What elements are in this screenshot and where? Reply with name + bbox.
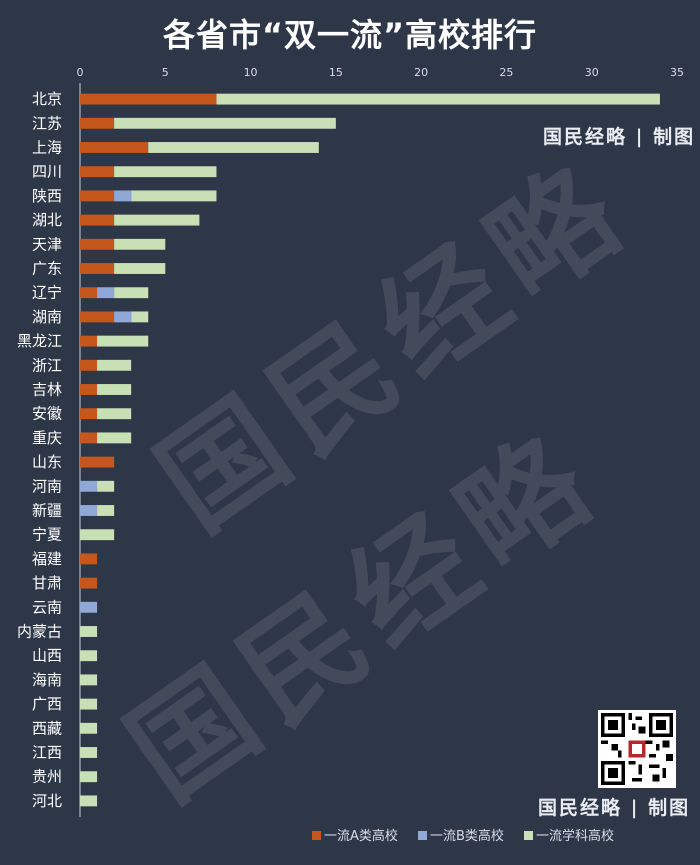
credit-label: 国民经略 | 制图 [543, 126, 696, 148]
category-label: 湖南 [32, 308, 62, 326]
bar-segment-a [80, 287, 98, 299]
category-label: 河北 [32, 792, 62, 810]
category-label: 贵州 [32, 768, 62, 786]
bar-segment-subject [216, 93, 660, 105]
legend-swatch [524, 831, 533, 840]
bar-segment-b [114, 190, 132, 202]
category-label: 浙江 [32, 356, 62, 374]
bar-segment-subject [97, 432, 132, 444]
category-label: 海南 [32, 671, 62, 689]
category-label: 新疆 [32, 502, 62, 520]
category-label: 四川 [32, 163, 62, 181]
bar-segment-subject [131, 311, 149, 323]
bar-segment-subject [80, 795, 98, 807]
qr-code-icon [598, 710, 676, 788]
bar-segment-subject [97, 480, 115, 492]
bar-segment-a [80, 311, 115, 323]
x-tick-label: 5 [162, 66, 169, 79]
category-label: 江西 [32, 744, 62, 762]
category-label: 安徽 [32, 405, 62, 423]
bar-segment-subject [114, 214, 200, 226]
category-label: 山西 [32, 647, 62, 665]
legend-swatch [312, 831, 321, 840]
bar-segment-b [80, 480, 98, 492]
x-tick-label: 30 [585, 66, 599, 79]
category-label: 广西 [32, 695, 62, 713]
legend-label: 一流学科高校 [536, 828, 614, 844]
x-tick-label: 15 [329, 66, 343, 79]
category-label: 江苏 [32, 114, 62, 132]
category-label: 天津 [32, 235, 62, 253]
category-label: 福建 [32, 550, 62, 568]
category-label: 广东 [32, 260, 62, 278]
category-label: 上海 [32, 139, 62, 157]
bar-segment-subject [114, 263, 166, 274]
bar-segment-b [97, 287, 115, 299]
bar-segment-a [80, 214, 115, 226]
bar-segment-subject [80, 722, 98, 734]
x-tick-label: 25 [499, 66, 513, 79]
bar-segment-b [80, 505, 98, 516]
category-label: 宁夏 [32, 526, 62, 544]
bar-segment-b [80, 601, 98, 613]
x-tick-label: 10 [244, 66, 258, 79]
bar-segment-a [80, 408, 98, 420]
legend-swatch [418, 831, 427, 840]
x-tick-label: 35 [670, 66, 684, 79]
category-label: 吉林 [32, 381, 62, 399]
bar-segment-subject [80, 626, 98, 637]
category-label: 陕西 [32, 187, 62, 205]
bar-segment-a [80, 238, 115, 250]
category-label: 内蒙古 [17, 623, 62, 641]
category-label: 重庆 [32, 429, 62, 447]
bar-segment-a [80, 432, 98, 444]
credit-label: 国民经略 | 制图 [538, 797, 691, 819]
bar-segment-subject [80, 529, 115, 541]
x-tick-label: 20 [414, 66, 428, 79]
bar-segment-subject [114, 287, 149, 299]
bar-segment-subject [114, 166, 217, 178]
bar-segment-a [80, 359, 98, 371]
bar-segment-subject [114, 117, 336, 129]
bar-segment-subject [97, 384, 132, 395]
legend-label: 一流A类高校 [324, 828, 398, 844]
bar-segment-subject [114, 238, 166, 250]
bar-segment-subject [80, 747, 98, 758]
bar-segment-a [80, 384, 98, 395]
bar-segment-a [80, 93, 217, 105]
chart-title: 各省市“双一流”高校排行 [162, 16, 538, 54]
bar-segment-a [80, 142, 149, 153]
category-label: 西藏 [32, 719, 62, 737]
bar-segment-subject [80, 650, 98, 662]
category-label: 湖北 [32, 211, 62, 229]
bar-segment-a [80, 577, 98, 589]
bar-segment-subject [97, 408, 132, 420]
bar-segment-subject [97, 359, 132, 371]
bar-segment-subject [80, 698, 98, 710]
bar-segment-a [80, 456, 115, 468]
category-label: 辽宁 [32, 284, 62, 302]
bar-segment-a [80, 190, 115, 202]
category-label: 云南 [32, 598, 62, 616]
bar-segment-b [114, 311, 132, 323]
category-label: 甘肃 [32, 574, 62, 592]
x-tick-label: 0 [77, 66, 84, 79]
bar-segment-subject [131, 190, 217, 202]
bar-segment-a [80, 117, 115, 129]
bar-segment-subject [80, 674, 98, 686]
bar-segment-a [80, 335, 98, 347]
bar-segment-a [80, 166, 115, 178]
category-label: 山东 [32, 453, 62, 471]
bar-segment-a [80, 553, 98, 565]
bar-segment-a [80, 263, 115, 274]
bar-segment-subject [97, 335, 149, 347]
category-label: 河南 [32, 477, 62, 495]
bar-segment-subject [97, 505, 115, 516]
bar-segment-subject [80, 771, 98, 783]
bar-segment-subject [148, 142, 319, 153]
legend-label: 一流B类高校 [430, 828, 504, 844]
category-label: 黑龙江 [17, 332, 62, 350]
category-label: 北京 [32, 90, 62, 108]
